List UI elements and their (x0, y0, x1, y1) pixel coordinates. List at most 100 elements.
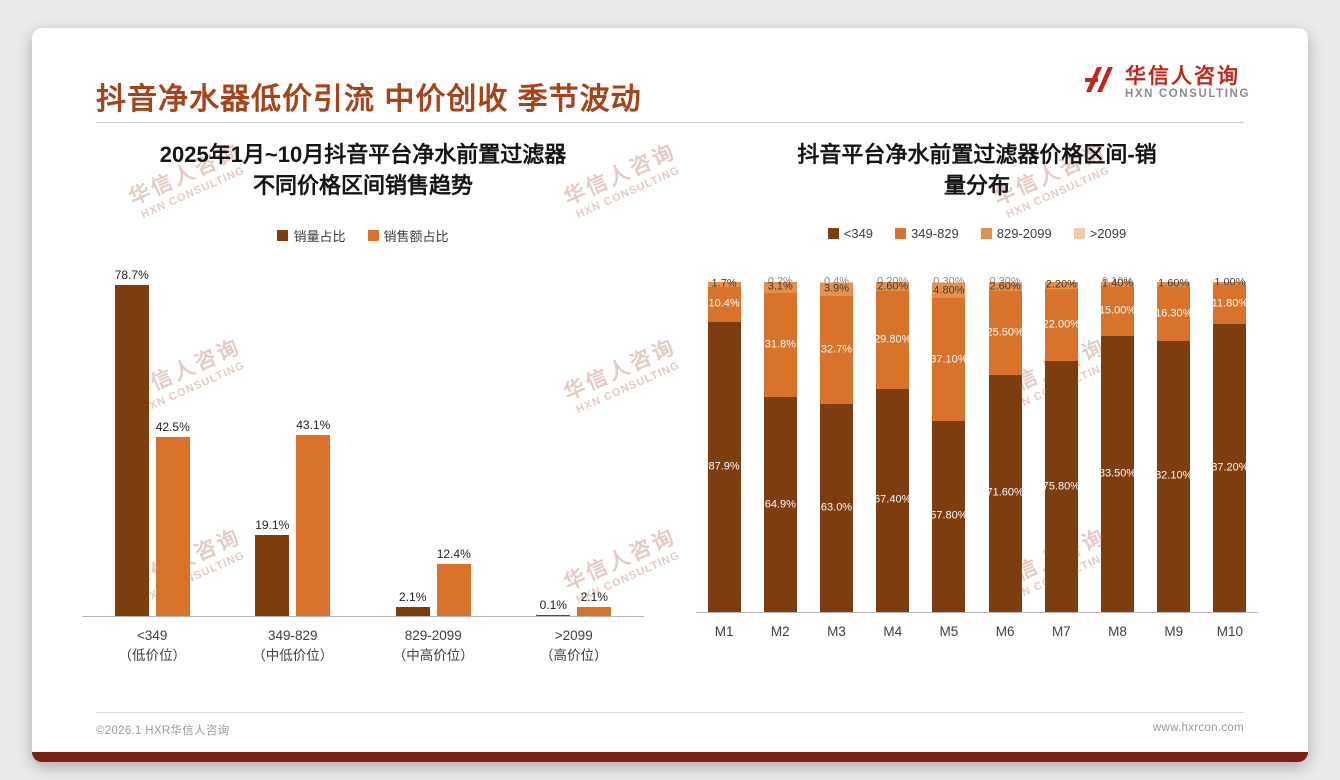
bar-wrap: 2.1% (577, 589, 612, 616)
stacked-bar: 1.00% 11.80% 87.20% (1211, 277, 1249, 612)
bar-group: 0.1% 2.1% (504, 590, 645, 616)
category-label: M1 (714, 623, 734, 639)
chart-title: 2025年1月~10月抖音平台净水前置过滤器 不同价格区间销售趋势 (159, 142, 567, 198)
bar-segment: 11.80% (1212, 284, 1248, 324)
logo-name-en: HXN CONSULTING (1124, 88, 1250, 101)
category-label: M8 (1108, 623, 1127, 639)
header-divider (96, 122, 1244, 123)
footer-copyright: ©2026.1 HXR华信人咨询 (96, 725, 230, 737)
bar-group: 78.7% 42.5% (82, 268, 223, 616)
chart-legend: 销量占比 销售额占比 (82, 226, 644, 245)
category-label: M3 (827, 623, 846, 639)
stacked-bar: 1.60% 16.30% 82.10% (1155, 277, 1193, 612)
bar-segment: 1.00% (1213, 277, 1247, 288)
bar-column: 2.20% 22.00% 75.80% (1033, 278, 1089, 612)
left-chart: 2025年1月~10月抖音平台净水前置过滤器 不同价格区间销售趋势销量占比 销售额… (74, 128, 652, 696)
footer-url: www.hxrcon.com (1152, 722, 1244, 734)
legend-label: 349-829 (911, 225, 959, 241)
category-label: M9 (1164, 623, 1184, 639)
stacked-bar: 1.7% 10.4% 87.9% (707, 277, 741, 612)
bar-wrap: 42.5% (156, 420, 190, 616)
stacked-bar: 2.20% 22.00% 75.80% (1042, 278, 1080, 612)
legend-item: 销量占比 (277, 226, 346, 245)
bar-column: 1.7% 10.4% 87.9% (696, 277, 752, 612)
legend-item: 349-829 (895, 226, 959, 241)
value-label: 22.00% (1042, 318, 1080, 331)
value-label: 32.7% (820, 343, 853, 356)
value-label: 78.7% (114, 268, 149, 283)
value-label: 0.2% (768, 276, 793, 287)
slide: 华信人咨询 HXN CONSULTING 华信人咨询 HXN CONSULTING 华信… (32, 28, 1308, 762)
legend-label: <349 (843, 225, 874, 241)
bar (436, 563, 471, 616)
bar-wrap: 43.1% (296, 418, 330, 616)
chart-plot: 1.7% 10.4% 87.9% 0.2%3.1% 31.8% 64.9% 0.4%3.9%… (696, 257, 1258, 613)
bar (255, 535, 290, 616)
value-label: 75.80% (1042, 480, 1080, 493)
footer: ©2026.1 HXR华信人咨询 www.hxrcon.com (96, 712, 1244, 738)
legend-label: 销量占比 (293, 228, 346, 244)
bar-segment: 1.40% (1101, 277, 1135, 290)
value-label: 16.30% (1155, 307, 1193, 320)
bar-segment: 32.7% (820, 295, 853, 404)
bar-segment: 1.7% (707, 277, 741, 290)
header: 抖音净水器低价引流 中价创收 季节波动 华信人咨询 HXN CONSULTING (96, 64, 1250, 118)
bar-group: 2.1% 12.4% (363, 547, 504, 616)
category-label: 829-2099 （中高价位） (392, 627, 474, 663)
bar-segment: 2.20% (1044, 278, 1078, 291)
bar-column: 0.30% 2.60% 25.50% 71.60% (977, 276, 1033, 612)
chart-plot: 78.7% 42.5% 19.1% 43.1% 2.1% 12.4% 0.1% 2.1% (82, 261, 644, 617)
legend-label: >2099 (1089, 225, 1127, 241)
bar-segment: 63.0% (820, 403, 853, 612)
logo-name-cn: 华信人咨询 (1124, 64, 1240, 88)
category-label: 349-829 （中低价位） (252, 627, 334, 663)
stacked-bar: 0.4% 3.9% 32.7% 63.0% (820, 276, 853, 612)
chart-legend: <349 349-829 829-2099 >2099 (696, 226, 1258, 241)
category-label: M2 (770, 623, 790, 639)
right-chart: 抖音平台净水前置过滤器价格区间-销 量分布 <349 349-829 829-2099… (688, 128, 1266, 696)
category-label: M4 (883, 623, 903, 639)
bar-segment: 2.60% (876, 281, 910, 292)
bottom-accent-bar (32, 752, 1308, 762)
bar (577, 606, 612, 616)
value-label: 87.20% (1211, 461, 1249, 474)
bar-segment: 15.00% (1099, 286, 1136, 337)
bar-segment: 37.10% (930, 298, 968, 421)
value-label: 57.80% (930, 509, 968, 522)
value-label: 82.10% (1155, 469, 1193, 482)
value-label: 12.4% (436, 546, 471, 561)
bar (296, 434, 331, 616)
value-label: 64.9% (764, 498, 796, 511)
value-label: 2.1% (399, 589, 427, 604)
value-label: 42.5% (155, 420, 190, 435)
value-label: 67.40% (874, 493, 912, 506)
bar-group: 19.1% 43.1% (223, 418, 364, 616)
value-label: 4.80% (933, 284, 965, 297)
bar-segment: 0.2% (763, 276, 797, 287)
bar-segment: 0.4% (820, 276, 853, 287)
value-label: 1.7% (711, 277, 737, 290)
bar-segment: 0.30% (988, 276, 1022, 287)
legend-swatch-icon (895, 227, 907, 239)
value-label: 2.20% (1045, 278, 1077, 291)
category-axis: <349 （低价位） 349-829 （中低价位） 829-2099 （中高价位） >… (82, 626, 644, 667)
bar-wrap: 0.1% (536, 598, 571, 616)
bar-wrap: 12.4% (437, 547, 471, 616)
value-label: 25.50% (986, 326, 1024, 339)
logo: 华信人咨询 HXN CONSULTING (1083, 64, 1250, 101)
value-label: 19.1% (255, 518, 290, 533)
value-label: 43.1% (296, 417, 331, 432)
value-label: 71.60% (986, 486, 1024, 499)
bar-segment: 0.20% (876, 276, 910, 287)
value-label: 2.1% (580, 589, 608, 604)
value-label: 1.60% (1158, 277, 1190, 290)
bar-column: 0.2%3.1% 31.8% 64.9% (752, 276, 808, 612)
value-label: 63.0% (820, 501, 853, 514)
legend-item: 销售额占比 (367, 226, 449, 245)
legend-item: >2099 (1073, 225, 1127, 241)
bar-column: 0.20%2.60% 29.80% 67.40% (865, 276, 921, 612)
value-label: 1.40% (1101, 277, 1134, 290)
category-label: <349 （低价位） (118, 627, 187, 663)
legend-swatch-icon (1073, 227, 1085, 239)
bar-segment: 3.9% (820, 282, 853, 296)
